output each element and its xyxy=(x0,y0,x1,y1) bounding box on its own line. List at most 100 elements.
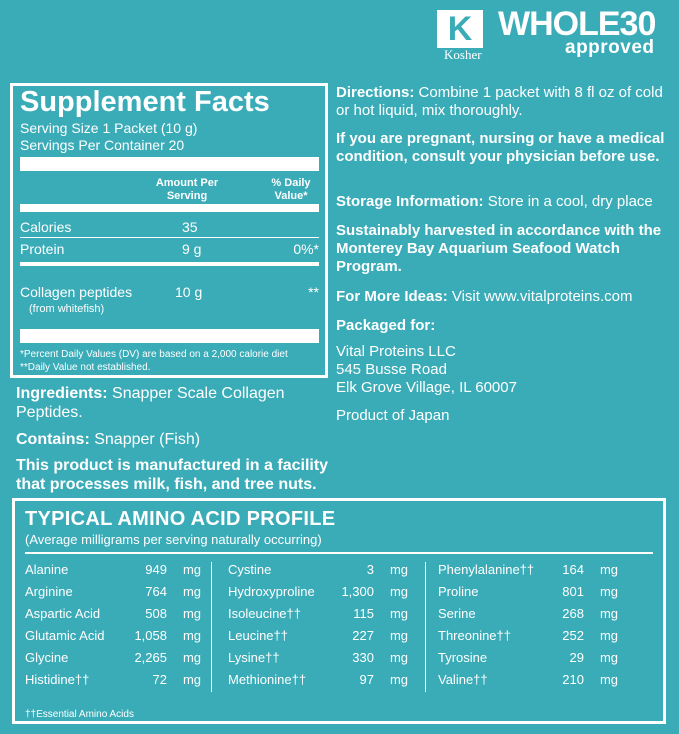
directions: Directions: Combine 1 packet with 8 fl o… xyxy=(336,84,663,119)
packaged-for-label: Packaged for: xyxy=(336,317,436,334)
amino-name: Glutamic Acid xyxy=(25,628,105,643)
amino-unit: mg xyxy=(182,584,201,599)
facts-thick-bar xyxy=(20,329,319,343)
amino-name: Leucine†† xyxy=(228,628,288,643)
amino-name: Glycine xyxy=(25,650,69,665)
amino-name: Histidine†† xyxy=(25,672,90,687)
contains: Contains: Snapper (Fish) xyxy=(16,431,201,448)
amino-value: 97 xyxy=(359,672,374,687)
amino-value: 1,058 xyxy=(134,628,167,643)
facts-thick-bar xyxy=(20,157,319,171)
amino-name: Valine†† xyxy=(438,672,488,687)
amino-name: Tyrosine xyxy=(438,650,488,665)
amino-title: TYPICAL AMINO ACID PROFILE xyxy=(25,508,336,530)
amino-name: Serine xyxy=(438,606,476,621)
amino-value: 268 xyxy=(562,606,584,621)
ingredients: Ingredients: Snapper Scale Collagen Pept… xyxy=(16,385,285,421)
amino-unit: mg xyxy=(599,606,618,621)
facts-title: Supplement Facts xyxy=(20,86,270,118)
sustainability: Sustainably harvested in accordance with… xyxy=(336,222,662,275)
amino-value: 210 xyxy=(562,672,584,687)
facts-footnote-2: **Daily Value not established. xyxy=(20,362,151,373)
facts-medium-bar xyxy=(20,204,319,212)
amino-name: Arginine xyxy=(25,584,73,599)
amino-value: 72 xyxy=(152,672,167,687)
amino-unit: mg xyxy=(389,672,408,687)
storage-information: Storage Information: Store in a cool, dr… xyxy=(336,193,653,210)
amino-value: 252 xyxy=(562,628,584,643)
amino-unit: mg xyxy=(182,672,201,687)
amino-name: Alanine xyxy=(25,562,69,577)
amino-row: Serine 268 mg xyxy=(438,606,618,628)
supplement-facts-panel: Supplement Facts Serving Size 1 Packet (… xyxy=(10,83,328,378)
amino-value: 949 xyxy=(145,562,167,577)
kosher-logo: K xyxy=(437,10,483,48)
header-dv: % Daily Value* xyxy=(271,177,311,202)
amino-unit: mg xyxy=(599,562,618,577)
amino-name: Isoleucine†† xyxy=(228,606,301,621)
amino-row: Alanine 949 mg xyxy=(25,562,201,584)
more-ideas: For More Ideas: Visit www.vitalproteins.… xyxy=(336,288,633,305)
amino-value: 3 xyxy=(366,562,374,577)
amino-row: Proline 801 mg xyxy=(438,584,618,606)
servings-per-container: Servings Per Container 20 xyxy=(20,137,185,153)
amino-name: Cystine xyxy=(228,562,272,577)
amino-unit: mg xyxy=(389,584,408,599)
amino-unit: mg xyxy=(182,606,201,621)
amino-unit: mg xyxy=(599,584,618,599)
essential-footnote: ††Essential Amino Acids xyxy=(25,709,134,720)
amino-unit: mg xyxy=(182,628,201,643)
amino-unit: mg xyxy=(599,628,618,643)
amino-row: Valine†† 210 mg xyxy=(438,672,618,694)
amino-name: Threonine†† xyxy=(438,628,511,643)
pregnancy-warning: If you are pregnant, nursing or have a m… xyxy=(336,130,665,165)
amino-row: Arginine 764 mg xyxy=(25,584,201,606)
country-of-origin: Product of Japan xyxy=(336,407,450,424)
amino-value: 801 xyxy=(562,584,584,599)
amino-row: Phenylalanine†† 164 mg xyxy=(438,562,618,584)
amino-row: Threonine†† 252 mg xyxy=(438,628,618,650)
header-amount: Amount Per Serving xyxy=(155,177,219,202)
column-divider xyxy=(425,562,426,692)
amino-unit: mg xyxy=(389,606,408,621)
amino-row: Aspartic Acid 508 mg xyxy=(25,606,201,628)
amino-unit: mg xyxy=(182,562,201,577)
amino-subtitle: (Average milligrams per serving naturall… xyxy=(25,532,322,547)
amino-row: Glycine 2,265 mg xyxy=(25,650,201,672)
amino-unit: mg xyxy=(599,672,618,687)
amino-acid-profile: TYPICAL AMINO ACID PROFILE (Average mill… xyxy=(12,498,666,724)
amino-name: Hydroxyproline xyxy=(228,584,315,599)
amino-name: Phenylalanine†† xyxy=(438,562,535,577)
amino-row: Glutamic Acid 1,058 mg xyxy=(25,628,201,650)
amino-row: Cystine 3 mg xyxy=(228,562,408,584)
kosher-label: Kosher xyxy=(444,47,482,62)
amino-value: 227 xyxy=(352,628,374,643)
amino-value: 1,300 xyxy=(341,584,374,599)
amino-value: 330 xyxy=(352,650,374,665)
amino-name: Lysine†† xyxy=(228,650,280,665)
amino-name: Proline xyxy=(438,584,479,599)
amino-row: Hydroxyproline 1,300 mg xyxy=(228,584,408,606)
whole30-logo: WHOLE30 xyxy=(498,5,656,43)
amino-unit: mg xyxy=(599,650,618,665)
amino-row: Tyrosine 29 mg xyxy=(438,650,618,672)
amino-unit: mg xyxy=(389,650,408,665)
amino-value: 29 xyxy=(569,650,584,665)
amino-unit: mg xyxy=(182,650,201,665)
amino-value: 764 xyxy=(145,584,167,599)
amino-value: 164 xyxy=(562,562,584,577)
amino-unit: mg xyxy=(389,628,408,643)
address-line-1: 545 Busse Road xyxy=(336,361,447,378)
amino-value: 115 xyxy=(353,606,374,621)
amino-rule xyxy=(25,552,653,554)
amino-row: Lysine†† 330 mg xyxy=(228,650,408,672)
amino-row: Histidine†† 72 mg xyxy=(25,672,201,694)
facility-statement: This product is manufactured in a facili… xyxy=(16,457,329,493)
company-name: Vital Proteins LLC xyxy=(336,343,456,360)
amino-value: 508 xyxy=(145,606,167,621)
amino-name: Methionine†† xyxy=(228,672,307,687)
column-divider xyxy=(211,562,212,692)
amino-unit: mg xyxy=(389,562,408,577)
facts-footnote-1: *Percent Daily Values (DV) are based on … xyxy=(20,349,288,360)
amino-row: Methionine†† 97 mg xyxy=(228,672,408,694)
